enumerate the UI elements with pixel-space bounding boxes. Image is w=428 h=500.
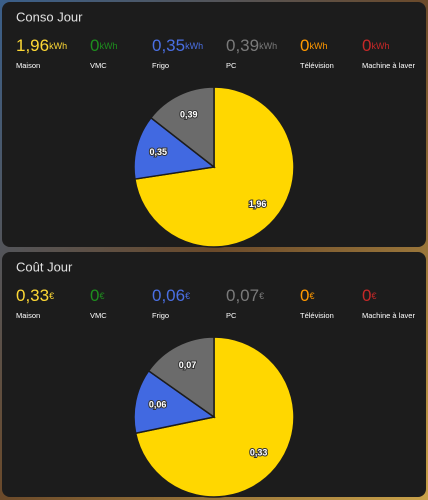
unit: € bbox=[371, 291, 376, 301]
unit: kWh bbox=[309, 41, 327, 51]
stat-name[interactable]: Machine à laver bbox=[362, 311, 415, 320]
card-title: Conso Jour bbox=[16, 9, 83, 24]
stat-value[interactable]: 0,07€ bbox=[226, 286, 264, 305]
stat-name[interactable]: Télévision bbox=[300, 311, 334, 320]
stat-value[interactable]: 0,33€ bbox=[16, 286, 54, 305]
slice-label: 0,33 bbox=[250, 448, 268, 458]
value: 0,07 bbox=[226, 286, 259, 305]
value: 0 bbox=[300, 286, 309, 305]
unit: € bbox=[99, 291, 104, 301]
stat-value[interactable]: 1,96kWh bbox=[16, 36, 67, 55]
stat-name[interactable]: PC bbox=[226, 311, 237, 320]
unit: € bbox=[259, 291, 264, 301]
stat-name[interactable]: Maison bbox=[16, 61, 40, 70]
value: 0 bbox=[300, 36, 309, 55]
unit: € bbox=[49, 291, 54, 301]
unit: € bbox=[309, 291, 314, 301]
slice-label: 0,35 bbox=[150, 147, 168, 157]
stat-value[interactable]: 0,39kWh bbox=[226, 36, 277, 55]
value: 0 bbox=[90, 36, 99, 55]
value: 0,33 bbox=[16, 286, 49, 305]
value: 0,35 bbox=[152, 36, 185, 55]
card-title: Coût Jour bbox=[16, 259, 73, 274]
value: 0 bbox=[362, 286, 371, 305]
unit: kWh bbox=[99, 41, 117, 51]
stat-value[interactable]: 0kWh bbox=[362, 36, 389, 55]
stat-value[interactable]: 0€ bbox=[90, 286, 104, 305]
stat-name[interactable]: Machine à laver bbox=[362, 61, 415, 70]
stat-value[interactable]: 0€ bbox=[300, 286, 314, 305]
value: 1,96 bbox=[16, 36, 49, 55]
unit: kWh bbox=[185, 41, 203, 51]
slice-label: 0,07 bbox=[179, 360, 197, 370]
value: 0 bbox=[362, 36, 371, 55]
slice-label: 0,06 bbox=[149, 400, 167, 410]
pie-slice[interactable] bbox=[147, 336, 215, 419]
pie-slice[interactable] bbox=[149, 86, 215, 169]
value: 0,39 bbox=[226, 36, 259, 55]
stat-value[interactable]: 0,35kWh bbox=[152, 36, 203, 55]
unit: kWh bbox=[259, 41, 277, 51]
pie-slice[interactable] bbox=[133, 116, 216, 180]
stat-name[interactable]: Frigo bbox=[152, 61, 169, 70]
stat-value[interactable]: 0,06€ bbox=[152, 286, 190, 305]
stat-value[interactable]: 0€ bbox=[362, 286, 376, 305]
stat-name[interactable]: Télévision bbox=[300, 61, 334, 70]
value: 0 bbox=[90, 286, 99, 305]
stat-name[interactable]: Frigo bbox=[152, 311, 169, 320]
stat-value[interactable]: 0kWh bbox=[90, 36, 117, 55]
stat-name[interactable]: PC bbox=[226, 61, 237, 70]
stat-name[interactable]: VMC bbox=[90, 311, 107, 320]
unit: € bbox=[185, 291, 190, 301]
stat-name[interactable]: Maison bbox=[16, 311, 40, 320]
slice-label: 1,96 bbox=[249, 199, 267, 209]
stat-value[interactable]: 0kWh bbox=[300, 36, 327, 55]
value: 0,06 bbox=[152, 286, 185, 305]
stat-name[interactable]: VMC bbox=[90, 61, 107, 70]
unit: kWh bbox=[49, 41, 67, 51]
pie-slice[interactable] bbox=[133, 369, 216, 435]
slice-label: 0,39 bbox=[180, 110, 198, 120]
unit: kWh bbox=[371, 41, 389, 51]
